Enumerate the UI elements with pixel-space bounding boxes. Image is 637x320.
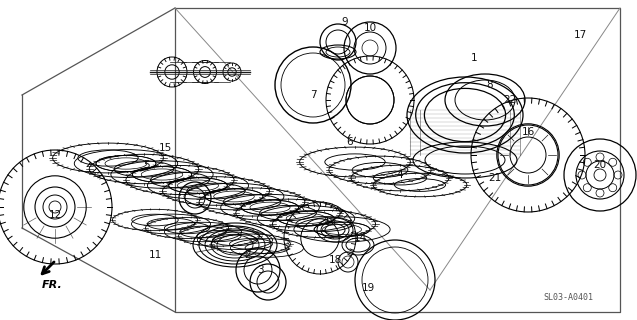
Text: 15: 15	[159, 143, 171, 153]
Text: 6: 6	[347, 137, 354, 147]
Text: 12: 12	[48, 210, 62, 220]
Text: 13: 13	[324, 217, 336, 227]
Text: 1: 1	[471, 53, 477, 63]
Text: 2: 2	[245, 250, 252, 260]
Text: 9: 9	[341, 17, 348, 27]
Text: 20: 20	[594, 160, 606, 170]
Text: 4: 4	[397, 170, 403, 180]
Text: 10: 10	[364, 23, 376, 33]
Text: 5: 5	[144, 160, 150, 170]
Text: 17: 17	[573, 30, 587, 40]
Text: FR.: FR.	[42, 280, 63, 290]
Text: 22: 22	[503, 95, 517, 105]
Text: 11: 11	[148, 250, 162, 260]
Text: 8: 8	[487, 80, 493, 90]
Text: 7: 7	[310, 90, 317, 100]
Text: 21: 21	[489, 173, 501, 183]
Text: 14: 14	[354, 233, 367, 243]
Text: SL03-A0401: SL03-A0401	[543, 293, 593, 302]
Text: 16: 16	[521, 127, 534, 137]
Text: 18: 18	[329, 255, 341, 265]
Text: 19: 19	[361, 283, 375, 293]
Text: 3: 3	[257, 265, 263, 275]
